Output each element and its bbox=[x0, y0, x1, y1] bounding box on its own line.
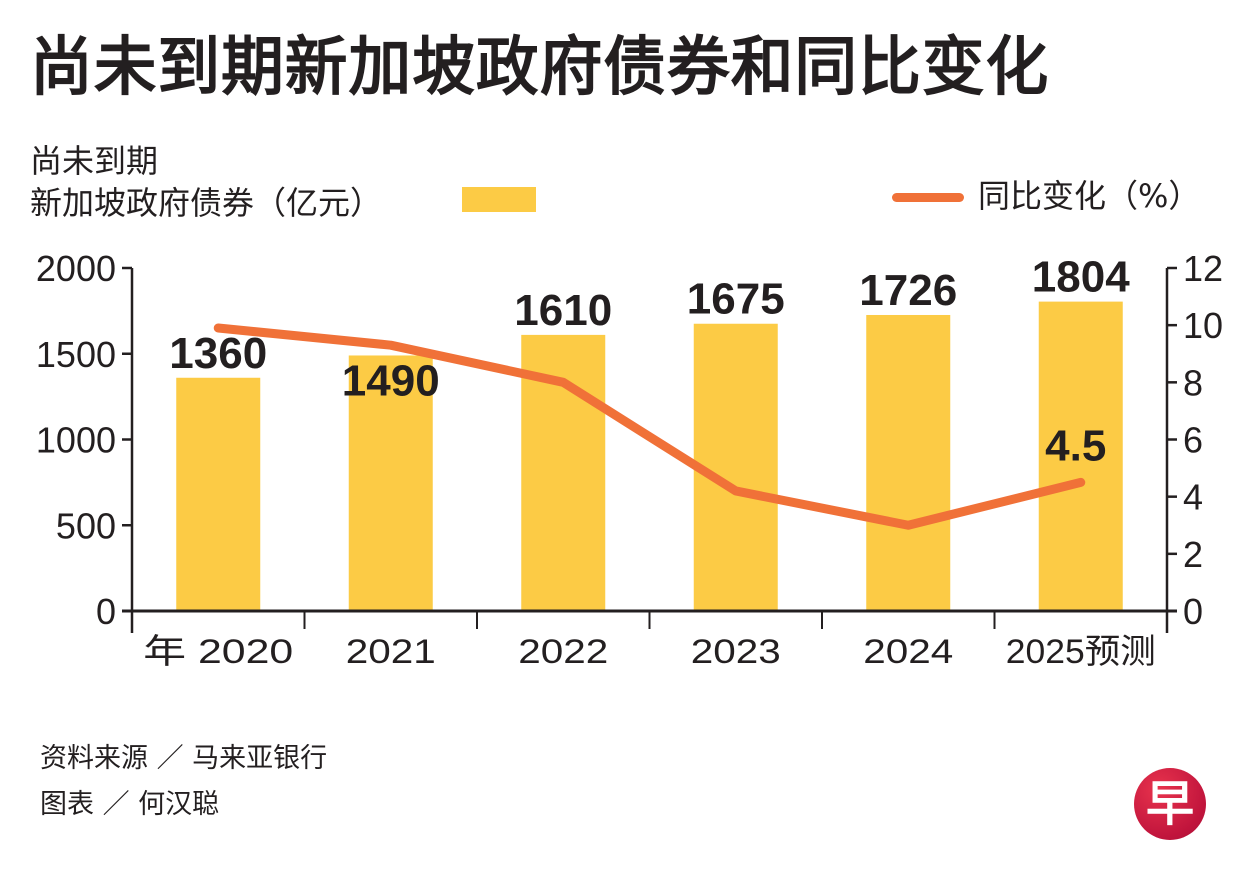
legend-line-label: 同比变化（%） bbox=[978, 177, 1201, 215]
y-right-tick-label: 4 bbox=[1183, 477, 1203, 518]
bar-value-label: 1804 bbox=[1032, 253, 1130, 302]
y-left-tick-label: 1000 bbox=[36, 420, 116, 461]
bar-2025预测 bbox=[1038, 301, 1123, 611]
y-left-tick-label: 0 bbox=[96, 591, 116, 632]
legend-bars-label-line2: 新加坡政府债券（亿元） bbox=[30, 184, 383, 222]
y-left-tick-label: 2000 bbox=[36, 248, 116, 289]
y-right-tick-label: 6 bbox=[1183, 420, 1203, 461]
y-left-tick-label: 500 bbox=[56, 505, 116, 546]
bar-2024 bbox=[866, 314, 951, 611]
x-tick-label: 2021 bbox=[346, 633, 436, 671]
bar-value-label: 1726 bbox=[859, 266, 957, 315]
y-left-tick-label: 1500 bbox=[36, 334, 116, 375]
x-tick-label: 2025预测 bbox=[1006, 633, 1156, 671]
bar-2020 bbox=[176, 377, 261, 611]
x-tick-label: 2023 bbox=[691, 633, 781, 671]
line-yoy-change bbox=[213, 323, 1086, 530]
legend-bar-swatch bbox=[462, 187, 536, 212]
legend-line-swatch bbox=[892, 193, 964, 202]
y-right-tick-label: 2 bbox=[1183, 534, 1203, 575]
bar-2023 bbox=[693, 323, 778, 611]
bar-2021 bbox=[348, 355, 433, 611]
chart-title: 尚未到期新加坡政府债券和同比变化 bbox=[30, 31, 1050, 105]
x-tick-label: 2022 bbox=[518, 633, 608, 671]
legend-bars-label-line1: 尚未到期 bbox=[30, 142, 159, 180]
bar-value-label: 1610 bbox=[514, 286, 612, 335]
y-right-tick-label: 8 bbox=[1183, 362, 1203, 403]
x-tick-label: 2024 bbox=[863, 633, 953, 671]
zaobao-logo-icon: 早 bbox=[1134, 768, 1206, 840]
bar-value-label: 1360 bbox=[169, 329, 267, 378]
line-value-label: 4.5 bbox=[1045, 421, 1106, 470]
source-note: 资料来源 ／ 马来亚银行 bbox=[40, 743, 328, 774]
bar-value-label: 1490 bbox=[342, 356, 440, 405]
legend-bars-label: 尚未到期 新加坡政府债券（亿元） bbox=[30, 140, 382, 224]
bar-value-label: 1675 bbox=[687, 275, 785, 324]
credit-note: 图表 ／ 何汉聪 bbox=[40, 789, 220, 820]
y-right-tick-label: 0 bbox=[1183, 591, 1203, 632]
x-tick-label: 年 2020 bbox=[143, 633, 293, 671]
logo-glyph: 早 bbox=[1145, 776, 1194, 832]
y-right-tick-label: 12 bbox=[1183, 248, 1223, 289]
y-right-tick-label: 10 bbox=[1183, 305, 1223, 346]
